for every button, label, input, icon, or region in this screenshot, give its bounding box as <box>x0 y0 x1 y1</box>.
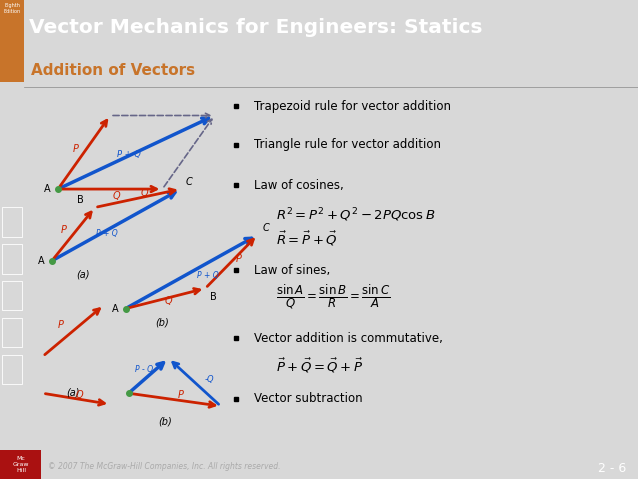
Bar <box>2 354 22 384</box>
Text: P: P <box>61 225 67 235</box>
FancyArrowPatch shape <box>59 120 107 187</box>
Text: $\vec{R} = \vec{P} + \vec{Q}$: $\vec{R} = \vec{P} + \vec{Q}$ <box>276 229 338 248</box>
Text: A: A <box>44 184 50 194</box>
Text: Mc
Graw
Hill: Mc Graw Hill <box>13 456 29 473</box>
Bar <box>0 55 24 82</box>
Text: Law of sines,: Law of sines, <box>255 263 330 276</box>
Text: $\vec{P} + \vec{Q} = \vec{Q} + \vec{P}$: $\vec{P} + \vec{Q} = \vec{Q} + \vec{P}$ <box>276 356 364 375</box>
Text: $R^2 = P^2 + Q^2 - 2PQ\cos B$: $R^2 = P^2 + Q^2 - 2PQ\cos B$ <box>276 206 435 224</box>
Text: (b): (b) <box>156 317 169 327</box>
Text: $\dfrac{\sin A}{Q} = \dfrac{\sin B}{R} = \dfrac{\sin C}{A}$: $\dfrac{\sin A}{Q} = \dfrac{\sin B}{R} =… <box>276 284 390 311</box>
Text: (a): (a) <box>66 387 80 397</box>
Text: P: P <box>58 320 64 330</box>
Text: B: B <box>77 194 84 205</box>
Text: Trapezoid rule for vector addition: Trapezoid rule for vector addition <box>255 100 452 113</box>
Text: B: B <box>210 292 217 302</box>
Text: Vector Mechanics for Engineers: Statics: Vector Mechanics for Engineers: Statics <box>29 18 482 37</box>
FancyArrowPatch shape <box>54 212 91 259</box>
Text: Q: Q <box>76 390 84 400</box>
Bar <box>2 281 22 310</box>
Text: Triangle rule for vector addition: Triangle rule for vector addition <box>255 138 441 151</box>
Text: P + Q: P + Q <box>96 228 118 238</box>
Text: Q: Q <box>165 297 172 306</box>
FancyArrowPatch shape <box>54 192 175 260</box>
Text: P + Q: P + Q <box>117 149 140 159</box>
FancyArrowPatch shape <box>207 239 253 286</box>
Text: P - Q: P - Q <box>135 365 153 374</box>
Text: C: C <box>186 177 193 187</box>
Text: Eighth
Edition: Eighth Edition <box>4 3 20 13</box>
Text: -Q: -Q <box>205 376 214 384</box>
Text: Vector subtraction: Vector subtraction <box>255 392 363 405</box>
Text: P: P <box>72 144 78 154</box>
Text: (b): (b) <box>158 417 172 426</box>
Text: A: A <box>112 304 118 314</box>
Text: Q: Q <box>112 192 120 202</box>
FancyArrowPatch shape <box>131 394 215 407</box>
Bar <box>2 207 22 237</box>
FancyArrowPatch shape <box>128 288 200 308</box>
Text: Law of cosines,: Law of cosines, <box>255 179 344 192</box>
Text: Addition of Vectors: Addition of Vectors <box>31 63 195 78</box>
Text: P + Q: P + Q <box>198 271 219 280</box>
Bar <box>2 318 22 347</box>
Text: P: P <box>178 390 184 400</box>
Text: Vector addition is commutative,: Vector addition is commutative, <box>255 331 443 344</box>
Text: © 2007 The McGraw-Hill Companies, Inc. All rights reserved.: © 2007 The McGraw-Hill Companies, Inc. A… <box>48 462 280 471</box>
Text: (a): (a) <box>76 269 89 279</box>
FancyArrowPatch shape <box>164 119 212 187</box>
Text: P: P <box>236 254 242 264</box>
FancyArrowPatch shape <box>128 238 251 307</box>
FancyArrowPatch shape <box>98 189 175 207</box>
FancyArrowPatch shape <box>61 186 156 192</box>
FancyArrowPatch shape <box>61 118 209 188</box>
Bar <box>0 0 24 55</box>
Bar <box>0 450 41 479</box>
FancyArrowPatch shape <box>173 362 219 404</box>
Text: Q: Q <box>140 188 148 198</box>
FancyArrowPatch shape <box>45 309 100 354</box>
FancyArrowPatch shape <box>113 113 210 118</box>
Bar <box>2 244 22 274</box>
FancyArrowPatch shape <box>131 363 163 391</box>
FancyArrowPatch shape <box>45 394 105 405</box>
Text: C: C <box>262 223 269 233</box>
Text: 2 - 6: 2 - 6 <box>598 462 627 476</box>
Text: A: A <box>38 256 45 266</box>
